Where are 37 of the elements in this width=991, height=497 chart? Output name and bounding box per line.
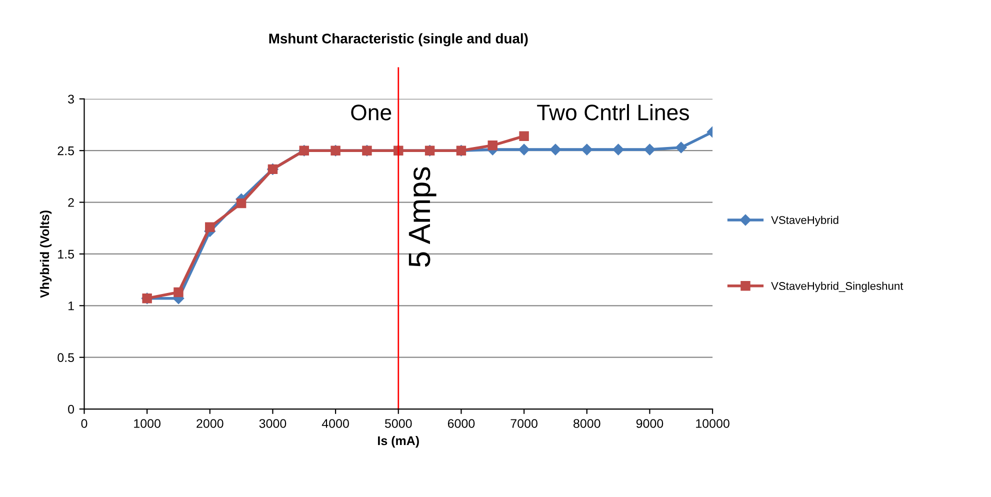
x-tick-label: 2000 — [196, 419, 224, 428]
point — [488, 140, 498, 150]
legend-label: VStaveHybrid — [771, 216, 838, 226]
x-tick-label: 6000 — [448, 419, 475, 428]
x-tick-label: 4000 — [322, 419, 349, 428]
point — [676, 142, 687, 154]
y-tick-label: 0.5 — [58, 353, 74, 362]
point — [550, 144, 562, 156]
point — [612, 144, 624, 156]
x-tick-label: 10000 — [696, 419, 730, 428]
y-tick-label: 0 — [68, 404, 74, 414]
point — [644, 144, 656, 156]
y-tick-label: 2 — [68, 198, 74, 207]
legend-label: VStaveHybrid_Singleshunt — [771, 282, 904, 292]
x-tick-label: 9000 — [636, 419, 664, 428]
point — [174, 287, 184, 298]
y-tick-label: 1 — [68, 302, 74, 310]
x-tick-label: 0 — [81, 419, 88, 428]
point — [519, 131, 529, 141]
annotation: Two Cntrl Lines — [537, 104, 689, 120]
point — [581, 144, 592, 156]
ref-line-label: 5 Amps — [408, 167, 436, 267]
x-axis-title: Is (mA) — [378, 436, 419, 448]
annotation: One — [351, 104, 392, 120]
x-tick-label: 3000 — [259, 419, 286, 428]
point — [518, 144, 530, 156]
x-tick-label: 7000 — [510, 419, 538, 428]
y-tick-label: 1.5 — [58, 250, 74, 259]
chart-title: Mshunt Characteristic (single and dual) — [269, 33, 528, 46]
x-tick-label: 5000 — [384, 419, 412, 428]
y-tick-label: 2.5 — [58, 146, 74, 156]
y-axis-title: Vhybrid (Volts) — [40, 210, 52, 298]
y-tick-label: 3 — [68, 94, 74, 104]
x-tick-label: 8000 — [574, 419, 600, 428]
x-tick-label: 1000 — [134, 419, 160, 428]
point — [205, 222, 215, 232]
point — [236, 198, 246, 208]
